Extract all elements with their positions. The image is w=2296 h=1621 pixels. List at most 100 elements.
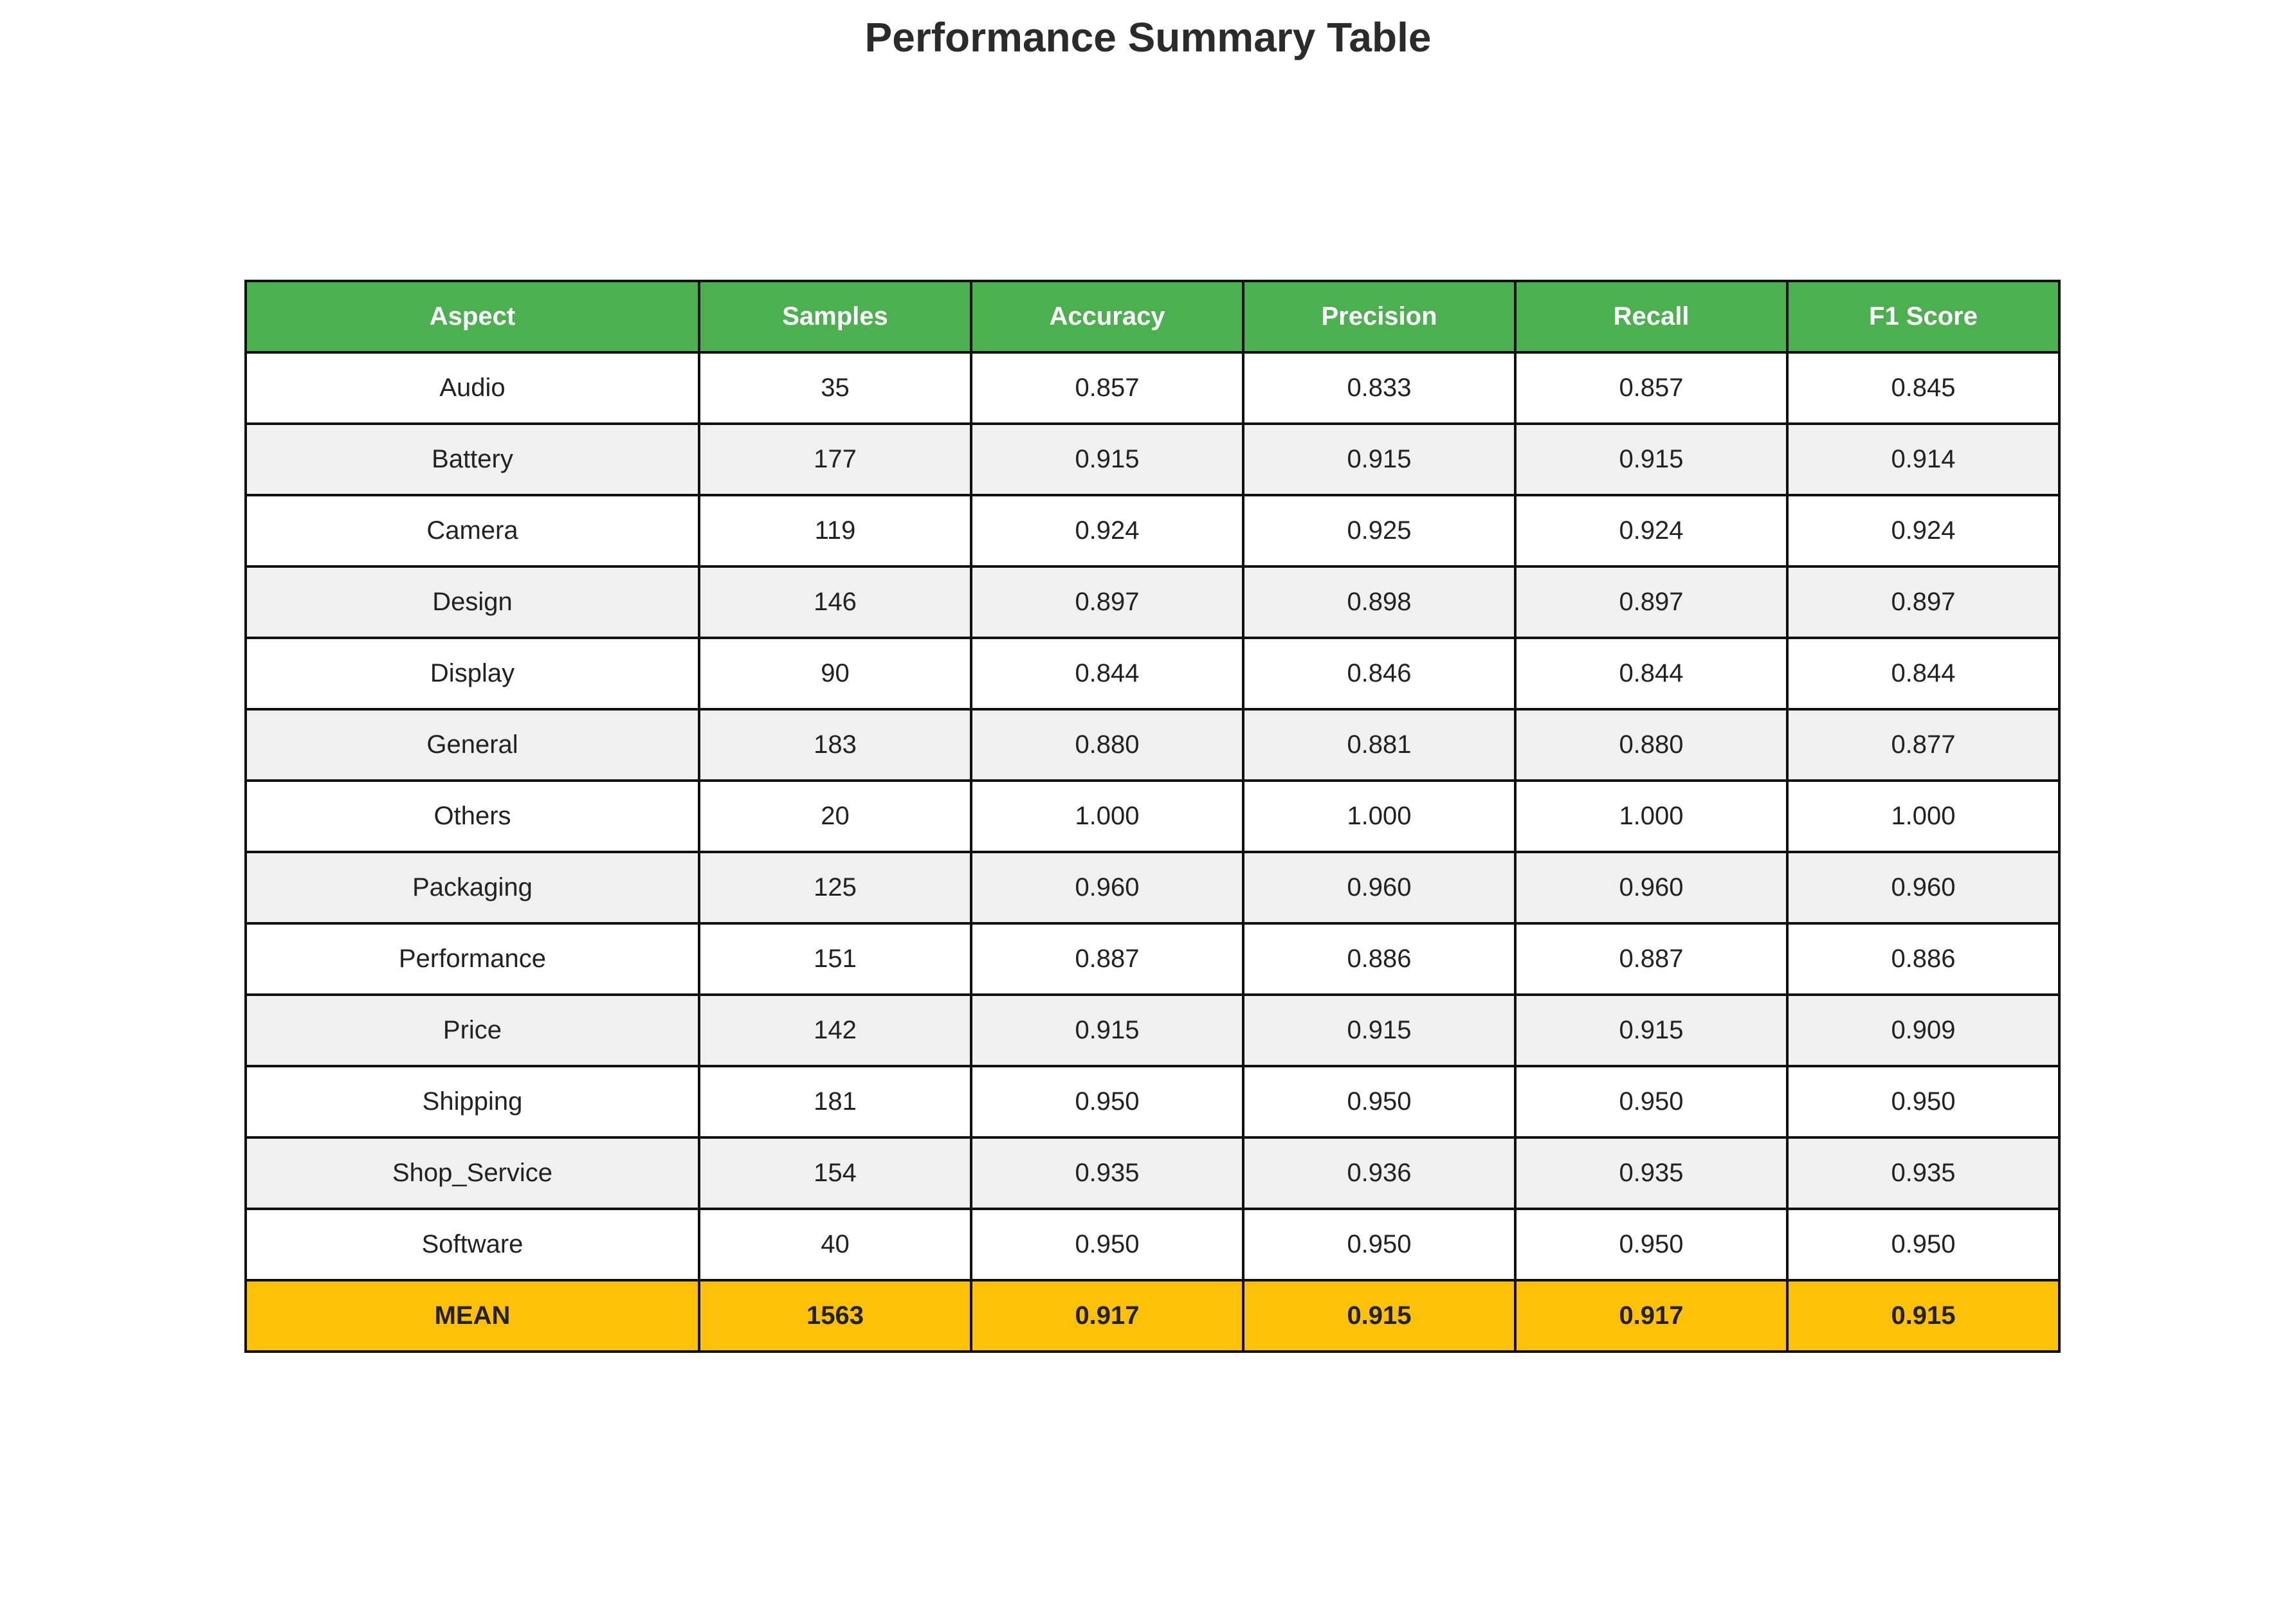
- cell-samples: 177: [698, 422, 972, 496]
- cell-accuracy: 0.915: [970, 422, 1244, 496]
- cell-f1-score: 0.950: [1786, 1208, 2061, 1281]
- cell-aspect: Shipping: [244, 1065, 700, 1139]
- cell-precision: 0.915: [1242, 422, 1517, 496]
- cell-accuracy: 0.960: [970, 851, 1244, 925]
- cell-aspect: Price: [244, 993, 700, 1067]
- cell-precision: 0.886: [1242, 922, 1517, 996]
- cell-accuracy: 0.950: [970, 1208, 1244, 1281]
- cell-samples: 142: [698, 993, 972, 1067]
- cell-precision: 0.915: [1242, 993, 1517, 1067]
- cell-aspect: Camera: [244, 494, 700, 568]
- cell-aspect: Packaging: [244, 851, 700, 925]
- cell-accuracy: 0.897: [970, 565, 1244, 639]
- cell-precision: 1.000: [1242, 779, 1517, 853]
- performance-summary-table: Aspect Samples Accuracy Precision Recall…: [244, 280, 2061, 1353]
- cell-aspect: Others: [244, 779, 700, 853]
- cell-recall: 0.887: [1514, 922, 1789, 996]
- cell-accuracy: 0.950: [970, 1065, 1244, 1139]
- table-row: Packaging 125 0.960 0.960 0.960 0.960: [244, 851, 2061, 925]
- cell-recall: 0.915: [1514, 993, 1789, 1067]
- performance-table-container: Aspect Samples Accuracy Precision Recall…: [244, 280, 2061, 1353]
- summary-cell-precision: 0.915: [1242, 1279, 1517, 1353]
- cell-accuracy: 0.857: [970, 351, 1244, 425]
- cell-samples: 183: [698, 708, 972, 782]
- table-row: Others 20 1.000 1.000 1.000 1.000: [244, 779, 2061, 853]
- header-cell-samples: Samples: [698, 280, 972, 354]
- table-row: Camera 119 0.924 0.925 0.924 0.924: [244, 494, 2061, 568]
- summary-cell-aspect: MEAN: [244, 1279, 700, 1353]
- cell-precision: 0.950: [1242, 1208, 1517, 1281]
- header-row: Aspect Samples Accuracy Precision Recall…: [244, 280, 2061, 354]
- cell-recall: 0.857: [1514, 351, 1789, 425]
- cell-recall: 0.844: [1514, 637, 1789, 711]
- cell-recall: 0.915: [1514, 422, 1789, 496]
- cell-recall: 0.880: [1514, 708, 1789, 782]
- cell-precision: 0.950: [1242, 1065, 1517, 1139]
- cell-f1-score: 0.844: [1786, 637, 2061, 711]
- cell-samples: 154: [698, 1136, 972, 1210]
- cell-precision: 0.898: [1242, 565, 1517, 639]
- table-row: Shop_Service 154 0.935 0.936 0.935 0.935: [244, 1136, 2061, 1210]
- cell-f1-score: 1.000: [1786, 779, 2061, 853]
- cell-samples: 40: [698, 1208, 972, 1281]
- cell-aspect: Performance: [244, 922, 700, 996]
- cell-f1-score: 0.935: [1786, 1136, 2061, 1210]
- header-cell-accuracy: Accuracy: [970, 280, 1244, 354]
- cell-samples: 181: [698, 1065, 972, 1139]
- cell-accuracy: 1.000: [970, 779, 1244, 853]
- cell-aspect: General: [244, 708, 700, 782]
- table-row: Battery 177 0.915 0.915 0.915 0.914: [244, 422, 2061, 496]
- table-row: Display 90 0.844 0.846 0.844 0.844: [244, 637, 2061, 711]
- summary-cell-recall: 0.917: [1514, 1279, 1789, 1353]
- cell-samples: 35: [698, 351, 972, 425]
- cell-f1-score: 0.845: [1786, 351, 2061, 425]
- summary-row: MEAN 1563 0.917 0.915 0.917 0.915: [244, 1279, 2061, 1353]
- cell-recall: 0.924: [1514, 494, 1789, 568]
- cell-samples: 146: [698, 565, 972, 639]
- cell-samples: 90: [698, 637, 972, 711]
- cell-recall: 1.000: [1514, 779, 1789, 853]
- cell-recall: 0.897: [1514, 565, 1789, 639]
- cell-accuracy: 0.880: [970, 708, 1244, 782]
- cell-recall: 0.950: [1514, 1208, 1789, 1281]
- cell-f1-score: 0.909: [1786, 993, 2061, 1067]
- cell-f1-score: 0.886: [1786, 922, 2061, 996]
- header-cell-aspect: Aspect: [244, 280, 700, 354]
- cell-accuracy: 0.844: [970, 637, 1244, 711]
- cell-recall: 0.935: [1514, 1136, 1789, 1210]
- cell-recall: 0.950: [1514, 1065, 1789, 1139]
- cell-aspect: Battery: [244, 422, 700, 496]
- table-body: Audio 35 0.857 0.833 0.857 0.845 Battery 177 0.9…: [244, 351, 2061, 1281]
- cell-precision: 0.881: [1242, 708, 1517, 782]
- table-row: Price 142 0.915 0.915 0.915 0.909: [244, 993, 2061, 1067]
- cell-aspect: Display: [244, 637, 700, 711]
- cell-precision: 0.846: [1242, 637, 1517, 711]
- cell-accuracy: 0.935: [970, 1136, 1244, 1210]
- cell-samples: 119: [698, 494, 972, 568]
- cell-f1-score: 0.924: [1786, 494, 2061, 568]
- table-title: Performance Summary Table: [864, 14, 1432, 60]
- cell-f1-score: 0.877: [1786, 708, 2061, 782]
- header-cell-precision: Precision: [1242, 280, 1517, 354]
- cell-f1-score: 0.960: [1786, 851, 2061, 925]
- cell-aspect: Audio: [244, 351, 700, 425]
- cell-aspect: Design: [244, 565, 700, 639]
- table-row: Design 146 0.897 0.898 0.897 0.897: [244, 565, 2061, 639]
- header-cell-recall: Recall: [1514, 280, 1789, 354]
- table-row: General 183 0.880 0.881 0.880 0.877: [244, 708, 2061, 782]
- cell-samples: 125: [698, 851, 972, 925]
- cell-recall: 0.960: [1514, 851, 1789, 925]
- cell-aspect: Shop_Service: [244, 1136, 700, 1210]
- cell-precision: 0.960: [1242, 851, 1517, 925]
- table-row: Audio 35 0.857 0.833 0.857 0.845: [244, 351, 2061, 425]
- cell-accuracy: 0.924: [970, 494, 1244, 568]
- summary-cell-accuracy: 0.917: [970, 1279, 1244, 1353]
- table-row: Performance 151 0.887 0.886 0.887 0.886: [244, 922, 2061, 996]
- cell-f1-score: 0.950: [1786, 1065, 2061, 1139]
- cell-precision: 0.925: [1242, 494, 1517, 568]
- cell-precision: 0.833: [1242, 351, 1517, 425]
- summary-cell-f1-score: 0.915: [1786, 1279, 2061, 1353]
- table-row: Shipping 181 0.950 0.950 0.950 0.950: [244, 1065, 2061, 1139]
- cell-accuracy: 0.915: [970, 993, 1244, 1067]
- table-row: Software 40 0.950 0.950 0.950 0.950: [244, 1208, 2061, 1281]
